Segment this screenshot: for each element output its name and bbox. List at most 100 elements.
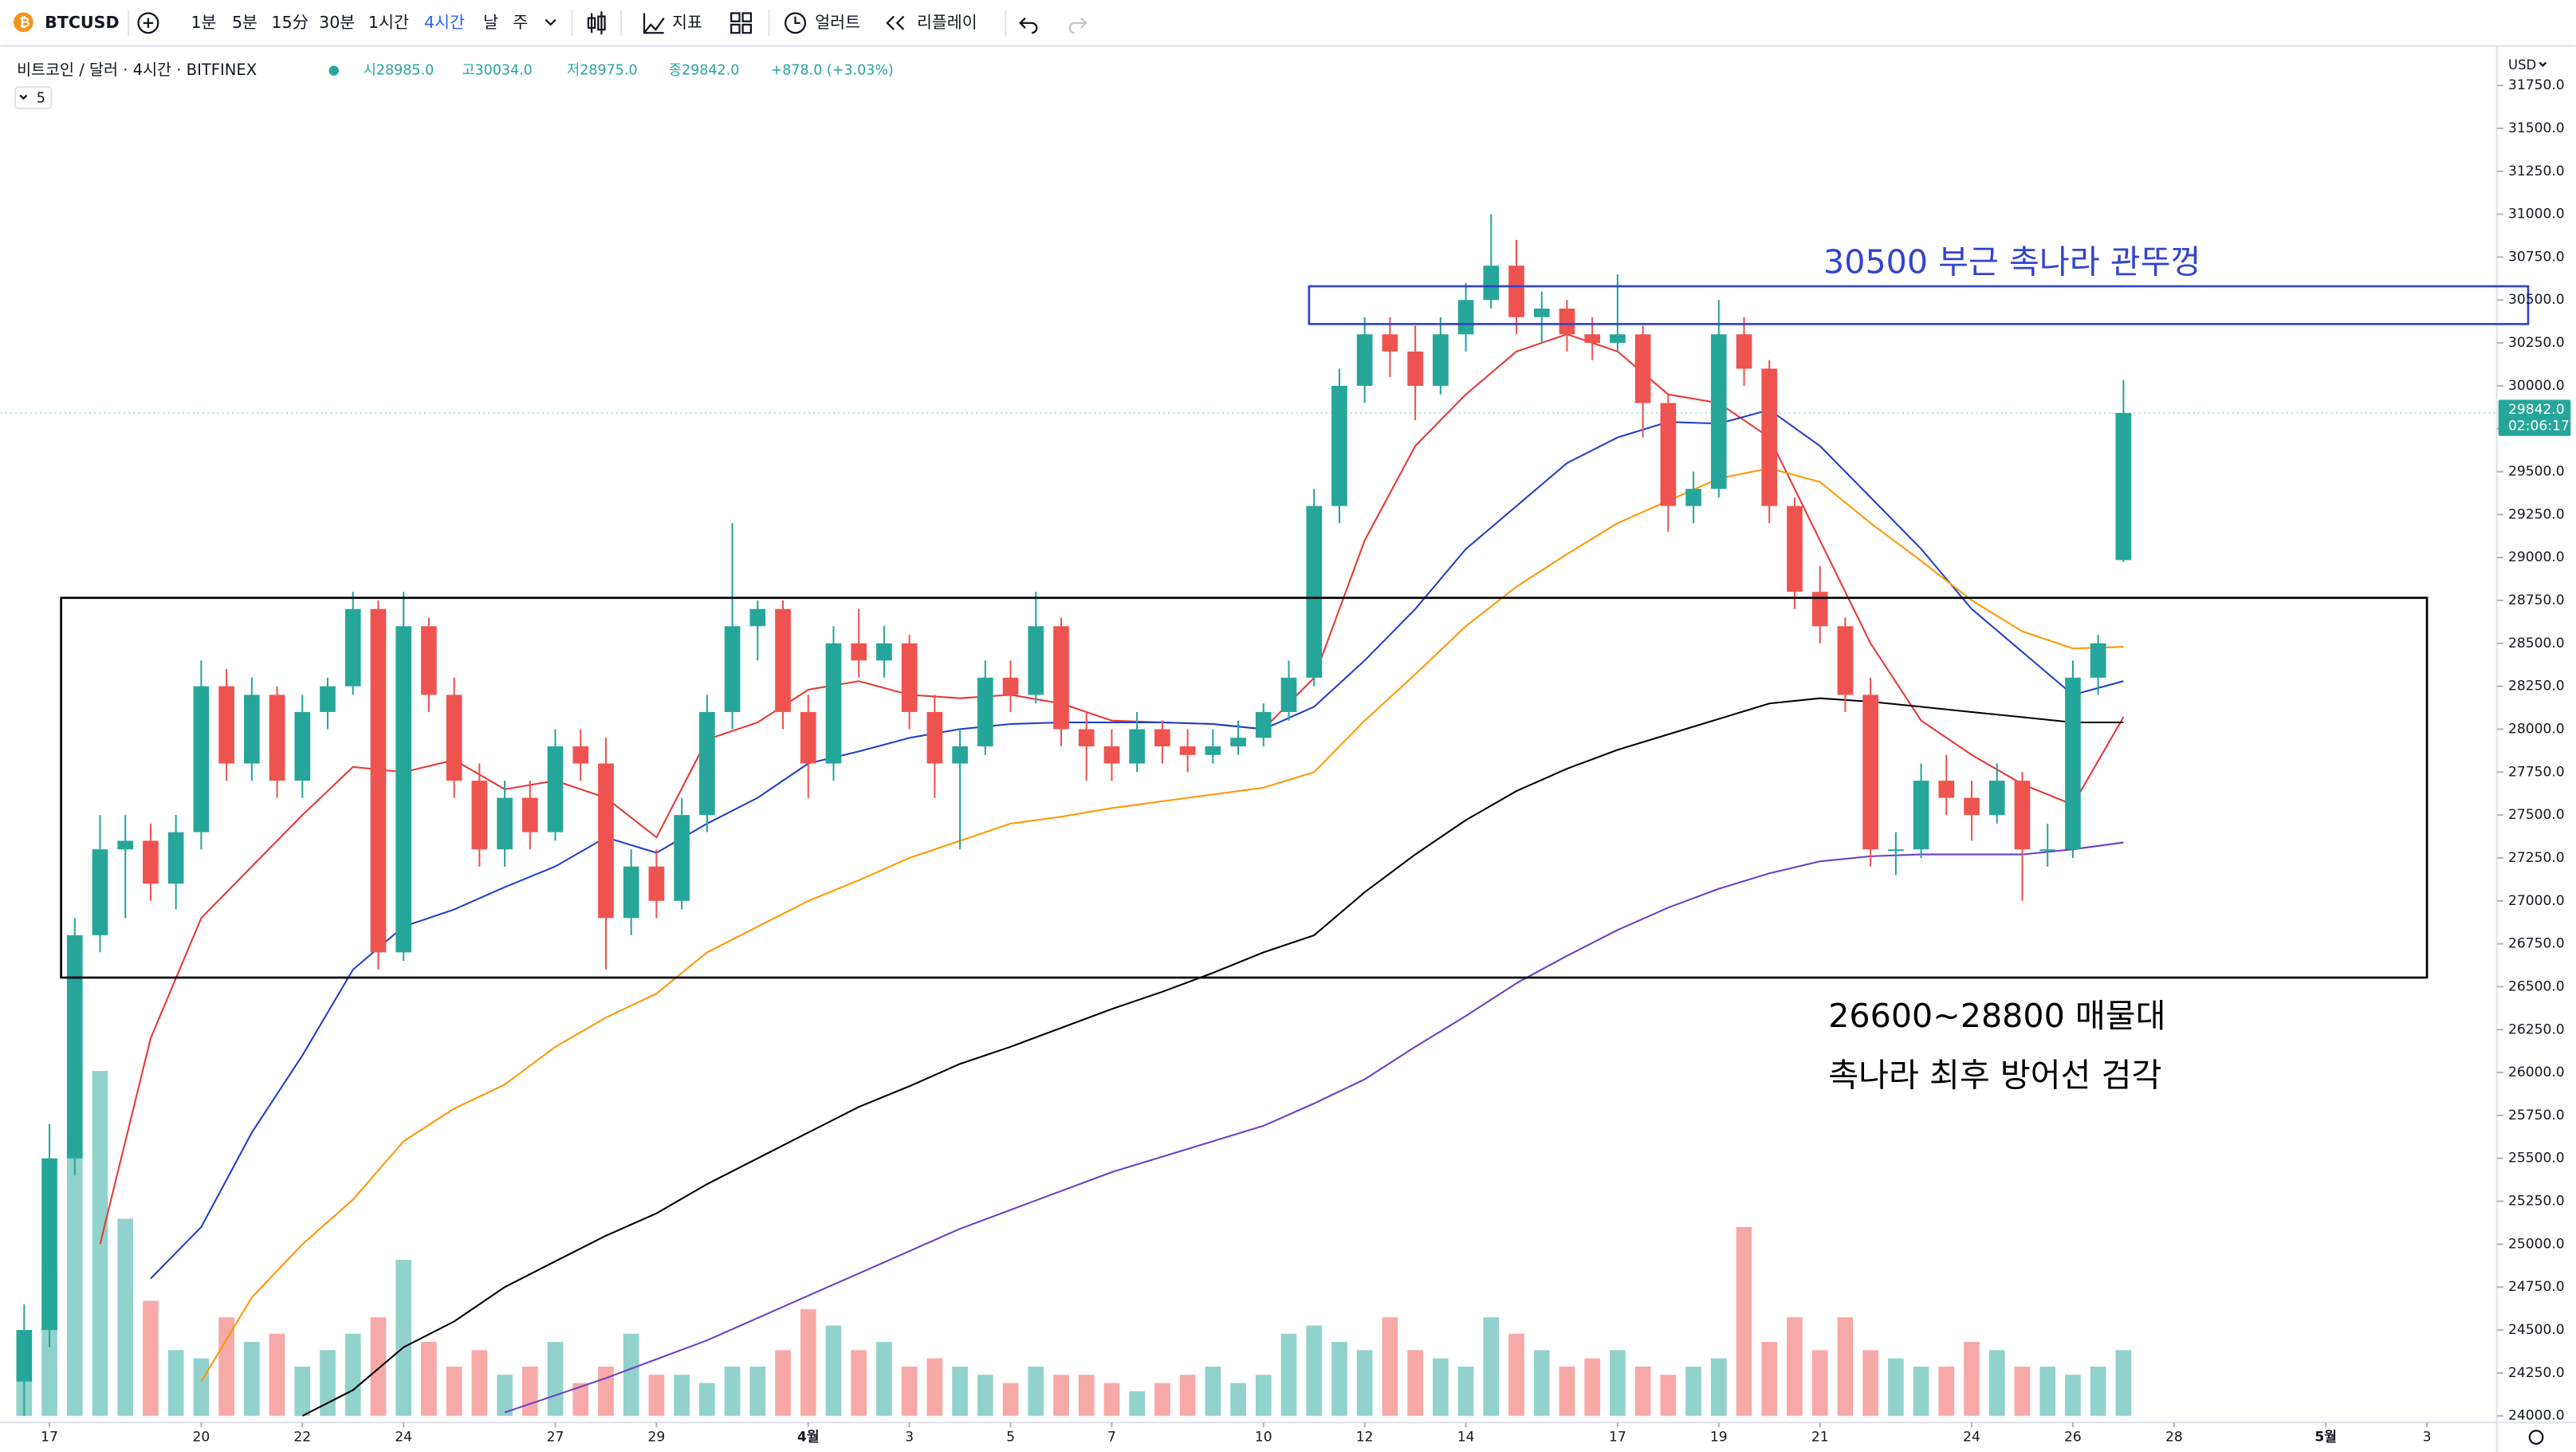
volume-bar bbox=[1533, 1350, 1550, 1416]
candle-body bbox=[1811, 592, 1828, 627]
candle-body bbox=[1787, 506, 1803, 592]
candle-body bbox=[16, 1330, 33, 1382]
interval-menu[interactable] bbox=[545, 18, 556, 26]
plot-area bbox=[0, 214, 2497, 1417]
candle-body bbox=[92, 849, 108, 935]
volume-bar bbox=[471, 1350, 488, 1416]
volume-bar bbox=[1888, 1358, 1904, 1416]
volume-bar bbox=[370, 1317, 387, 1416]
candle-body bbox=[1837, 626, 1854, 695]
y-tick-label: 26750.0 bbox=[2508, 936, 2565, 952]
annotation: 30500 부근 촉나라 관뚜껑 bbox=[1823, 243, 2200, 281]
annotation: 26600~28800 매물대 bbox=[1828, 997, 2165, 1035]
candle-body bbox=[1457, 300, 1474, 335]
x-tick-label: 20 bbox=[193, 1429, 210, 1445]
candle-body bbox=[1002, 677, 1019, 695]
volume-bar bbox=[117, 1218, 134, 1416]
interval[interactable]: 5분 bbox=[232, 13, 258, 32]
y-tick-label: 31500.0 bbox=[2508, 120, 2565, 136]
x-tick-label: 21 bbox=[1811, 1429, 1829, 1445]
replay[interactable]: 리플레이 bbox=[917, 13, 977, 32]
candle-body bbox=[167, 832, 184, 884]
interval[interactable]: 1시간 bbox=[368, 13, 409, 32]
x-tick-label: 28 bbox=[2165, 1429, 2183, 1445]
candle-body bbox=[1938, 781, 1955, 798]
candle-body bbox=[370, 608, 387, 953]
volume-bar bbox=[2115, 1350, 2132, 1416]
y-tick-label: 30500.0 bbox=[2508, 292, 2565, 308]
candle-body bbox=[243, 695, 260, 764]
x-tick-label: 10 bbox=[1255, 1429, 1272, 1445]
interval[interactable]: 주 bbox=[513, 13, 528, 32]
candle-body bbox=[497, 797, 513, 850]
candle-body bbox=[66, 935, 83, 1159]
add-symbol[interactable] bbox=[137, 12, 159, 34]
x-tick-label: 22 bbox=[293, 1429, 311, 1445]
interval[interactable]: 1분 bbox=[191, 13, 216, 32]
candle-body bbox=[800, 711, 816, 764]
candle-body bbox=[749, 608, 766, 627]
last-price-box bbox=[2498, 399, 2571, 436]
volume-bar bbox=[952, 1366, 968, 1416]
legend-badge: 5 bbox=[37, 91, 45, 107]
add-symbol-plus bbox=[143, 18, 154, 29]
x-tick-label: 17 bbox=[41, 1429, 58, 1445]
interval[interactable]: 15分 bbox=[271, 13, 309, 32]
candle-body bbox=[952, 746, 968, 764]
layouts[interactable] bbox=[730, 12, 753, 34]
moving-average bbox=[200, 467, 2124, 1383]
legend-toggle[interactable] bbox=[14, 86, 53, 109]
y-tick-label: 28750.0 bbox=[2508, 592, 2565, 608]
volume-bar bbox=[294, 1366, 311, 1416]
candle-body bbox=[547, 746, 564, 832]
y-tick-label: 28500.0 bbox=[2508, 635, 2565, 651]
volume-bar bbox=[1811, 1350, 1828, 1416]
y-tick-label: 31250.0 bbox=[2508, 163, 2565, 179]
currency[interactable]: USD bbox=[2508, 57, 2536, 73]
candle-body bbox=[1280, 677, 1297, 712]
candle-body bbox=[521, 797, 538, 832]
chart-type[interactable] bbox=[587, 11, 606, 35]
candle-body bbox=[901, 643, 918, 712]
alert[interactable]: 얼러트 bbox=[815, 13, 860, 32]
x-tick-label: 3 bbox=[905, 1429, 914, 1445]
volume-bar bbox=[2014, 1366, 2031, 1416]
y-tick-label: 25750.0 bbox=[2508, 1108, 2565, 1123]
volume-bar bbox=[2090, 1366, 2106, 1416]
moving-average bbox=[99, 333, 2125, 1245]
candle-body bbox=[1913, 781, 1929, 850]
y-tick-label: 26500.0 bbox=[2508, 978, 2565, 994]
y-tick-label: 26000.0 bbox=[2508, 1064, 2565, 1080]
volume-bar bbox=[1306, 1325, 1323, 1416]
legend-title: 비트코인 / 달러 · 4시간 · BITFINEX bbox=[17, 61, 257, 79]
volume-bar bbox=[699, 1383, 715, 1416]
volume-bar bbox=[497, 1375, 513, 1416]
symbol[interactable]: BTCUSD bbox=[45, 13, 119, 32]
undo[interactable] bbox=[1019, 17, 1038, 34]
legend: 비트코인 / 달러 · 4시간 · BITFINEX 시28985.0 고300… bbox=[14, 61, 894, 109]
volume-bar bbox=[876, 1341, 892, 1416]
volume-bar bbox=[1559, 1366, 1575, 1416]
candle-body bbox=[320, 686, 336, 712]
settings[interactable] bbox=[2528, 1430, 2544, 1445]
volume-bar bbox=[2065, 1375, 2081, 1416]
indicators[interactable]: 지표 bbox=[672, 13, 702, 32]
currency-chevron bbox=[2539, 61, 2547, 68]
volume-bar bbox=[825, 1325, 842, 1416]
interval[interactable]: 날 bbox=[483, 13, 498, 32]
volume-bar bbox=[749, 1366, 766, 1416]
volume-bar bbox=[66, 1136, 83, 1416]
interval-active[interactable]: 4시간 bbox=[424, 13, 465, 32]
redo[interactable] bbox=[1068, 17, 1087, 34]
btc-glyph: ₿ bbox=[19, 14, 29, 30]
volume-bar bbox=[1660, 1375, 1677, 1416]
x-tick-label: 29 bbox=[648, 1429, 666, 1445]
y-tick-label: 26250.0 bbox=[2508, 1021, 2565, 1037]
candle-body bbox=[1331, 385, 1347, 506]
y-tick-label: 30750.0 bbox=[2508, 249, 2565, 265]
y-tick-label: 27750.0 bbox=[2508, 764, 2565, 780]
volume-bar bbox=[674, 1375, 690, 1416]
volume-bar bbox=[800, 1308, 816, 1416]
interval[interactable]: 30분 bbox=[319, 13, 355, 32]
